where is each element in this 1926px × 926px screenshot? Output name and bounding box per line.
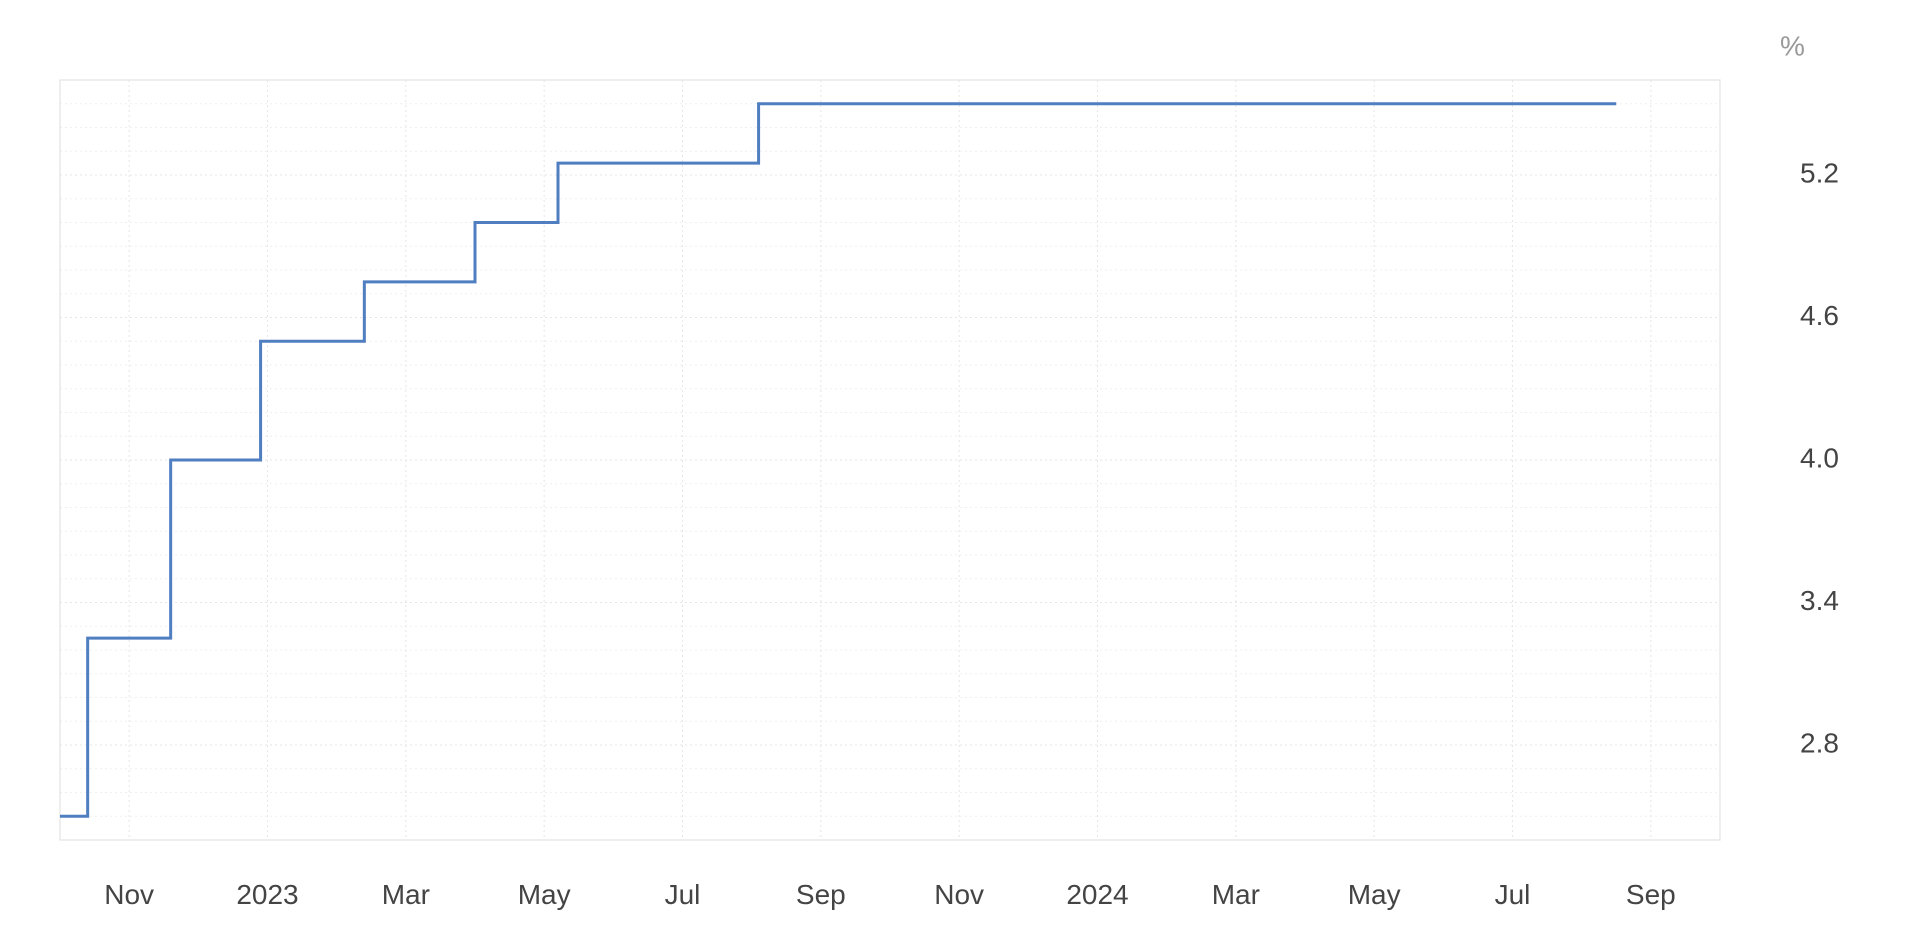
x-tick-label: Nov xyxy=(104,879,154,910)
y-tick-label: 4.6 xyxy=(1800,300,1839,331)
x-tick-label: 2023 xyxy=(236,879,298,910)
x-tick-label: Jul xyxy=(665,879,701,910)
step-chart: 2.8 3.4 4.0 4.6 5.2 Nov 2023 Mar May Jul Sep Nov 202… xyxy=(0,0,1926,926)
x-tick-label: Mar xyxy=(1212,879,1260,910)
y-tick-label: 3.4 xyxy=(1800,585,1839,616)
x-tick-label: May xyxy=(1348,879,1401,910)
unit-label: % xyxy=(1780,30,1805,61)
y-tick-label: 4.0 xyxy=(1800,442,1839,473)
x-tick-label: Jul xyxy=(1495,879,1531,910)
chart-svg: 2.8 3.4 4.0 4.6 5.2 Nov 2023 Mar May Jul Sep Nov 202… xyxy=(0,0,1926,926)
y-tick-label: 5.2 xyxy=(1800,157,1839,188)
x-tick-label: Sep xyxy=(796,879,846,910)
x-tick-label: May xyxy=(518,879,571,910)
y-tick-label: 2.8 xyxy=(1800,727,1839,758)
x-tick-label: 2024 xyxy=(1066,879,1128,910)
x-tick-label: Mar xyxy=(382,879,430,910)
x-tick-label: Nov xyxy=(934,879,984,910)
x-tick-label: Sep xyxy=(1626,879,1676,910)
